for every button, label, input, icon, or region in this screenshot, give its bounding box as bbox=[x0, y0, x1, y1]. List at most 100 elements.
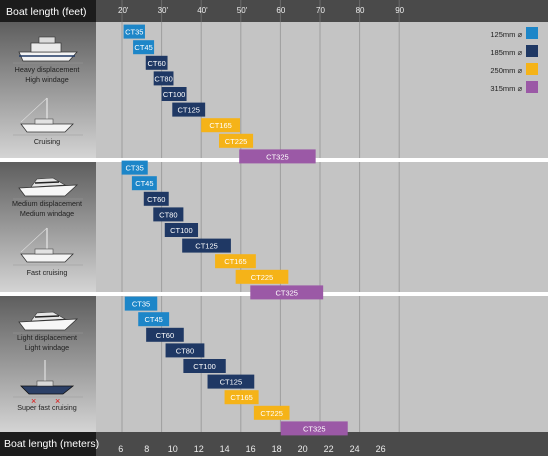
boat-bridge bbox=[38, 36, 56, 44]
top-tick-label: 60 bbox=[276, 6, 285, 15]
legend-swatch bbox=[526, 81, 538, 93]
range-bar bbox=[224, 390, 259, 405]
range-bar bbox=[153, 71, 174, 86]
range-bar bbox=[239, 149, 316, 164]
bar-label: CT60 bbox=[156, 331, 174, 340]
bottom-tick-label: 18 bbox=[272, 444, 282, 454]
top-tick-label: 50' bbox=[237, 6, 248, 15]
boat-windows bbox=[34, 315, 60, 318]
bottom-tick-label: 10 bbox=[168, 444, 178, 454]
range-bar bbox=[182, 238, 231, 253]
range-bar bbox=[121, 160, 148, 175]
boat-hull bbox=[20, 385, 75, 395]
section-label: Light displacement bbox=[17, 333, 77, 342]
bar-label: CT125 bbox=[220, 378, 243, 387]
prop-marker-icon: × bbox=[55, 396, 60, 406]
range-bar bbox=[219, 133, 254, 148]
bar-label: CT125 bbox=[177, 106, 200, 115]
boat-cabin bbox=[34, 118, 54, 125]
bottom-tick-label: 16 bbox=[246, 444, 256, 454]
bar-label: CT80 bbox=[176, 346, 194, 355]
bar-label: CT325 bbox=[303, 424, 326, 433]
bar-label: CT100 bbox=[170, 226, 193, 235]
boat-hull bbox=[20, 123, 74, 133]
legend-swatch bbox=[526, 63, 538, 75]
section-label: Cruising bbox=[34, 137, 60, 146]
range-bar bbox=[138, 312, 170, 327]
range-bar bbox=[280, 421, 348, 436]
range-bar bbox=[183, 359, 226, 373]
range-bar bbox=[172, 102, 206, 117]
range-bar bbox=[235, 269, 289, 284]
boat-cabin bbox=[34, 248, 54, 255]
boat-rigging bbox=[20, 97, 48, 123]
prop-marker-icon: × bbox=[31, 396, 36, 406]
bar-label: CT225 bbox=[260, 409, 283, 418]
top-axis-title: Boat length (feet) bbox=[6, 6, 87, 18]
bar-label: CT100 bbox=[193, 362, 216, 371]
bottom-tick-label: 12 bbox=[194, 444, 204, 454]
bottom-tick-label: 14 bbox=[220, 444, 230, 454]
range-bar bbox=[164, 223, 199, 237]
top-axis-bar bbox=[0, 0, 548, 22]
bottom-axis-title-cell bbox=[0, 432, 96, 456]
bar-label: CT100 bbox=[163, 90, 186, 99]
range-bar bbox=[153, 207, 184, 222]
range-bar bbox=[253, 405, 290, 420]
bar-label: CT60 bbox=[147, 59, 165, 68]
bar-label: CT225 bbox=[251, 273, 274, 282]
range-bar bbox=[123, 24, 145, 39]
legend-swatch bbox=[526, 45, 538, 57]
boat-hull bbox=[18, 184, 79, 197]
top-tick-label: 90 bbox=[395, 6, 404, 15]
boat-windows bbox=[34, 181, 60, 184]
bar-label: CT80 bbox=[159, 210, 177, 219]
bar-label: CT165 bbox=[209, 121, 232, 130]
bar-label: CT45 bbox=[135, 179, 153, 188]
boat-hull bbox=[20, 253, 74, 263]
top-axis-title-cell bbox=[0, 0, 96, 22]
bar-label: CT45 bbox=[145, 315, 163, 324]
legend-label: 185mm ⌀ bbox=[490, 48, 522, 57]
section-label: Light windage bbox=[25, 343, 69, 352]
range-bar bbox=[201, 118, 241, 133]
section-label: Medium displacement bbox=[12, 199, 82, 208]
section-label: High windage bbox=[25, 75, 69, 84]
section-label: Super fast cruising bbox=[17, 403, 77, 412]
bar-label: CT35 bbox=[132, 300, 150, 309]
legend-swatch bbox=[526, 27, 538, 39]
bar-label: CT45 bbox=[134, 43, 152, 52]
range-bar bbox=[146, 327, 184, 342]
bottom-axis-title: Boat length (meters) bbox=[4, 438, 99, 450]
legend-label: 315mm ⌀ bbox=[490, 84, 522, 93]
top-tick-label: 20' bbox=[118, 6, 129, 15]
bar-label: CT35 bbox=[125, 28, 143, 37]
motor-yacht-icon bbox=[13, 177, 83, 200]
speedboat-icon bbox=[13, 311, 83, 334]
cruising-sailboat-icon bbox=[13, 97, 83, 136]
boat-cabin bbox=[30, 42, 62, 53]
section-label: Heavy displacement bbox=[15, 65, 80, 74]
range-bar bbox=[161, 87, 187, 101]
legend-label: 250mm ⌀ bbox=[490, 66, 522, 75]
bottom-tick-label: 8 bbox=[144, 444, 149, 454]
bottom-tick-label: 24 bbox=[350, 444, 360, 454]
bar-label: CT80 bbox=[154, 74, 172, 83]
top-tick-label: 80 bbox=[356, 6, 365, 15]
bar-label: CT60 bbox=[147, 195, 165, 204]
top-tick-label: 40' bbox=[197, 6, 208, 15]
range-bar bbox=[250, 285, 324, 300]
range-bar bbox=[165, 343, 205, 358]
boat-cabin bbox=[36, 380, 54, 387]
section-label: Medium windage bbox=[20, 209, 74, 218]
bottom-tick-label: 22 bbox=[324, 444, 334, 454]
boat-rigging bbox=[20, 227, 48, 253]
bar-label: CT35 bbox=[126, 164, 144, 173]
bar-label: CT325 bbox=[275, 288, 298, 297]
trawler-boat-icon bbox=[13, 36, 83, 64]
section-label: Fast cruising bbox=[27, 268, 68, 277]
bar-label: CT325 bbox=[266, 152, 289, 161]
bar-label: CT165 bbox=[224, 257, 247, 266]
range-bar bbox=[143, 191, 169, 206]
